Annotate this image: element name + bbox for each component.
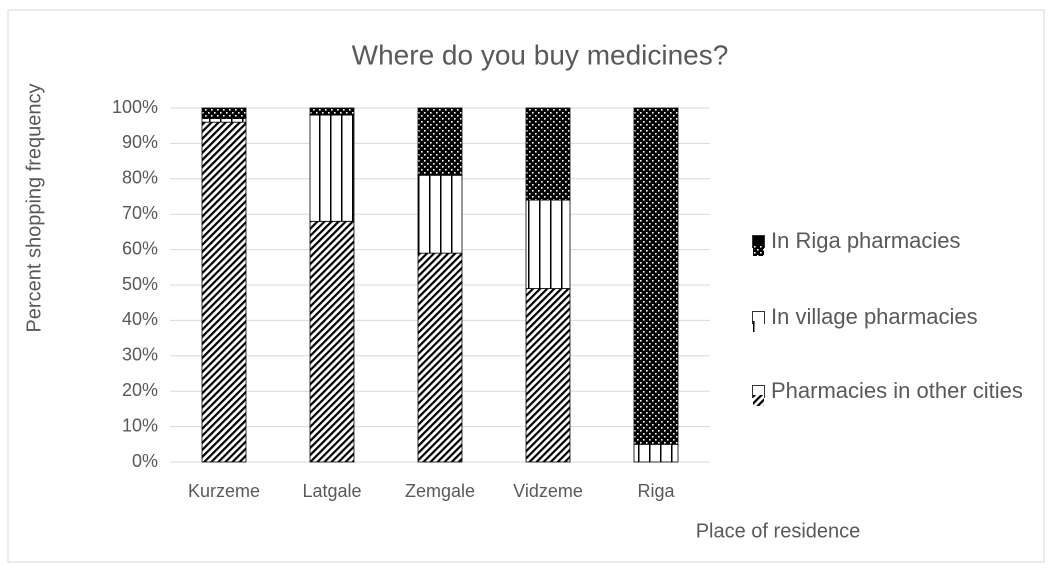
bar-segment xyxy=(201,118,247,123)
bar-segment xyxy=(633,443,679,463)
legend-item: Pharmacies in other cities xyxy=(752,378,1042,406)
legend-label: Pharmacies in other cities xyxy=(771,378,1023,403)
legend-swatch xyxy=(752,311,765,332)
bar-segment xyxy=(525,199,571,289)
bar-segment xyxy=(633,107,679,445)
bar-segment xyxy=(417,107,463,176)
y-tick-label: 70% xyxy=(122,203,158,223)
legend-label: In village pharmacies xyxy=(771,304,978,329)
y-tick-label: 60% xyxy=(122,238,158,258)
chart-border xyxy=(7,9,1045,563)
y-tick-label: 30% xyxy=(122,345,158,365)
y-tick-label: 100% xyxy=(112,97,158,117)
legend-item: In village pharmacies xyxy=(752,304,1042,332)
y-tick-label: 20% xyxy=(122,380,158,400)
legend-swatch xyxy=(752,385,765,406)
y-tick-label: 0% xyxy=(132,451,158,471)
x-tick-label: Zemgale xyxy=(405,481,475,501)
bar-segment xyxy=(309,220,355,463)
bar-segment xyxy=(201,121,247,463)
y-tick-label: 90% xyxy=(122,132,158,152)
y-tick-label: 80% xyxy=(122,168,158,188)
y-axis-title: Percent shopping frequency xyxy=(23,83,45,332)
bar-segment xyxy=(525,288,571,463)
y-tick-label: 50% xyxy=(122,274,158,294)
legend-swatch xyxy=(752,235,765,256)
legend-label: In Riga pharmacies xyxy=(771,228,961,253)
x-tick-label: Vidzeme xyxy=(513,481,583,501)
chart-title: Where do you buy medicines? xyxy=(352,39,729,70)
x-tick-label: Latgale xyxy=(302,481,361,501)
bar-segment xyxy=(201,107,247,120)
bar-segment xyxy=(309,114,355,222)
bar-segment xyxy=(417,174,463,254)
y-tick-label: 40% xyxy=(122,309,158,329)
bar-segment xyxy=(417,252,463,463)
y-tick-label: 10% xyxy=(122,415,158,435)
bar-segment xyxy=(525,107,571,201)
legend-item: In Riga pharmacies xyxy=(752,228,1042,256)
bar-segment xyxy=(309,107,355,116)
x-tick-label: Kurzeme xyxy=(188,481,260,501)
x-axis-title: Place of residence xyxy=(696,520,861,542)
x-tick-label: Riga xyxy=(637,481,675,501)
